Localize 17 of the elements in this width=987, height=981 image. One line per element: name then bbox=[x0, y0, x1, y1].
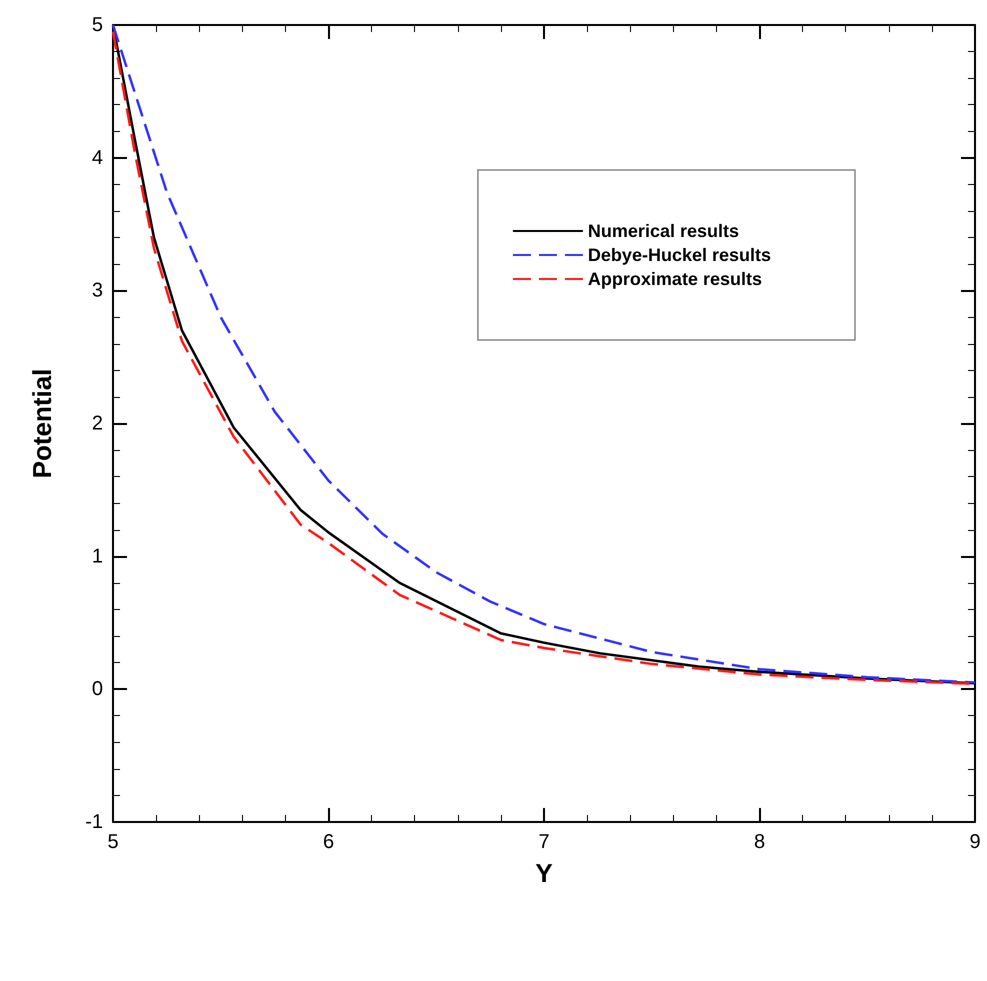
x-tick-label: 7 bbox=[538, 831, 550, 853]
y-tick-label: 0 bbox=[92, 678, 103, 700]
x-axis-title: Y bbox=[535, 858, 553, 888]
y-tick-label: 5 bbox=[92, 14, 103, 36]
legend-label: Approximate results bbox=[588, 269, 762, 289]
x-tick-label: 9 bbox=[969, 831, 981, 853]
y-tick-label: -1 bbox=[85, 811, 103, 833]
legend-label: Debye-Huckel results bbox=[588, 245, 771, 265]
x-tick-label: 5 bbox=[107, 831, 119, 853]
y-tick-label: 4 bbox=[92, 146, 103, 169]
x-tick-label: 8 bbox=[754, 831, 766, 853]
x-tick-label: 6 bbox=[322, 831, 334, 853]
y-tick-label: 1 bbox=[92, 545, 103, 568]
y-tick-label: 3 bbox=[92, 280, 103, 302]
y-tick-label: 2 bbox=[92, 412, 103, 434]
legend-label: Numerical results bbox=[588, 221, 739, 241]
y-axis-title: Potential bbox=[27, 368, 57, 478]
